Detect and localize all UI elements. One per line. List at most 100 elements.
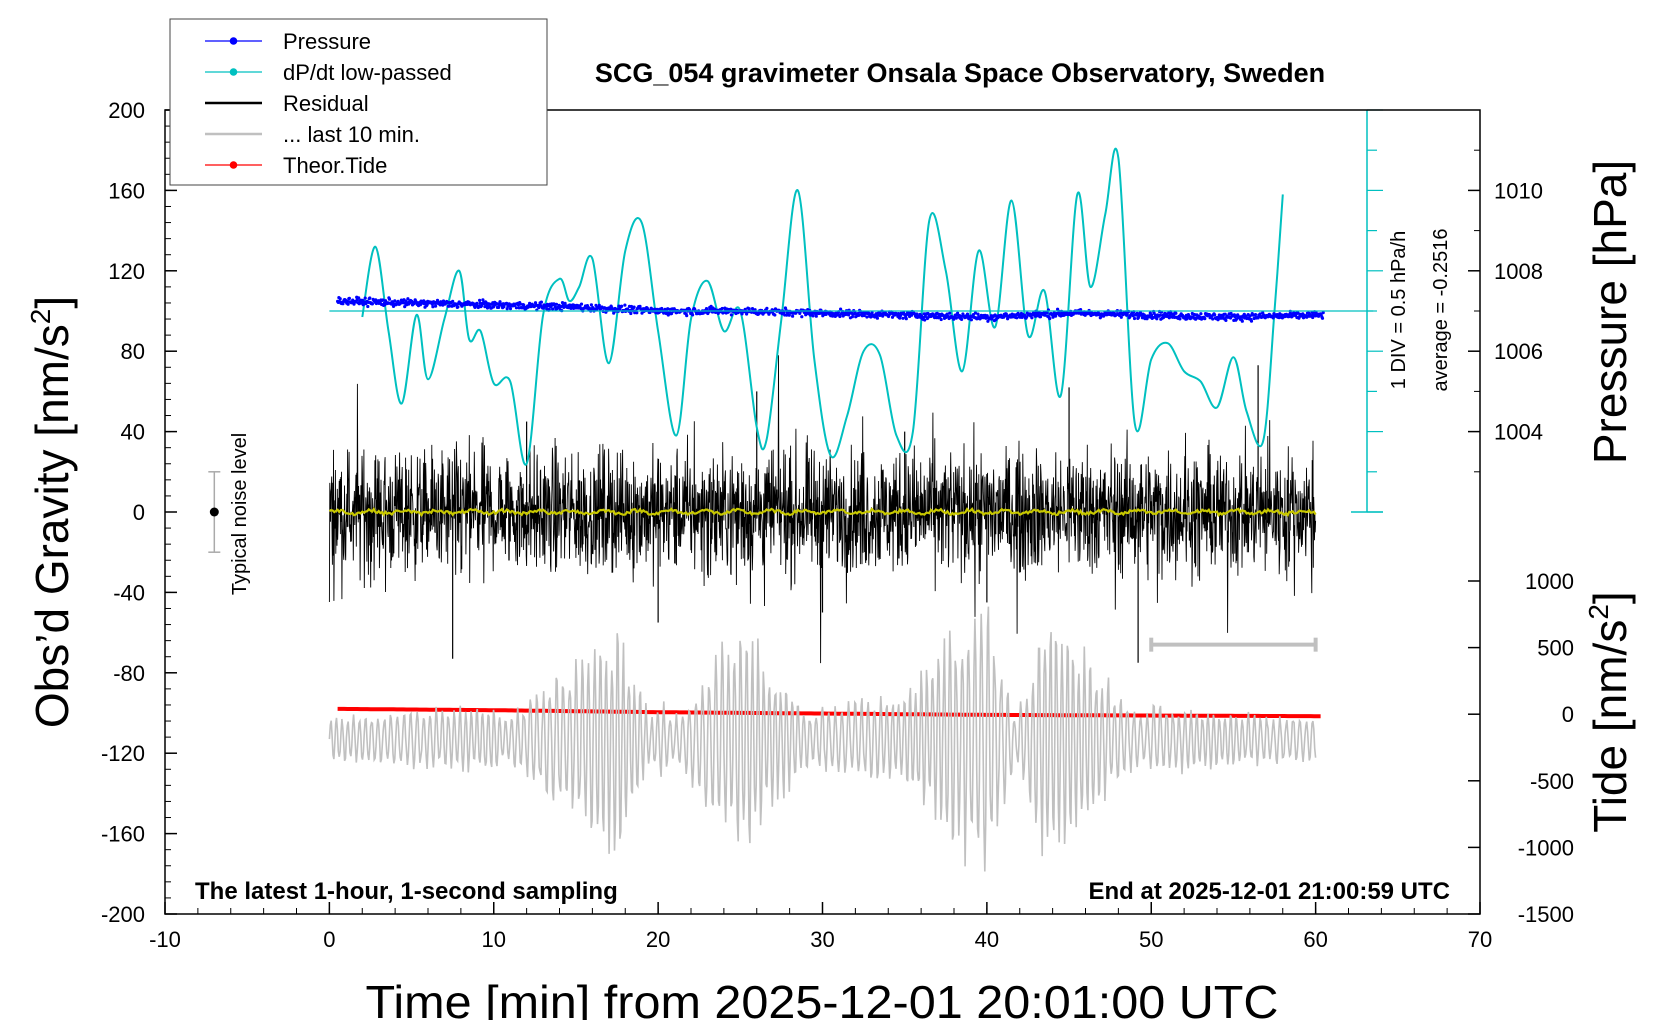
pressure-point xyxy=(1258,312,1262,316)
pressure-point xyxy=(638,304,642,308)
y-axis-label-tide-sup: 2 xyxy=(1583,604,1614,620)
pressure-point xyxy=(632,305,636,309)
pressure-point xyxy=(901,316,905,320)
pressure-point xyxy=(1178,317,1182,321)
pressure-point xyxy=(1015,316,1019,320)
dpdt-layer xyxy=(361,147,1284,466)
axis-ticks: -10 0 10 20 30 40 50 60 70 200 160 120 80 40 0 -40 -80 -1… xyxy=(101,98,1574,952)
x-tick-label: 30 xyxy=(810,927,834,952)
pressure-point xyxy=(370,302,374,306)
pressure-point xyxy=(691,313,695,317)
pressure-point xyxy=(381,298,385,302)
y-axis-label-tide-close: ] xyxy=(1584,591,1636,604)
pressure-point xyxy=(890,315,895,319)
pressure-point xyxy=(965,312,970,316)
pressure-point xyxy=(518,302,523,306)
y-tick-label: 120 xyxy=(108,259,145,284)
pressure-point xyxy=(1150,313,1154,317)
pressure-point xyxy=(1249,319,1254,323)
pressure-point xyxy=(589,303,594,307)
note-left: The latest 1-hour, 1-second sampling xyxy=(195,878,618,905)
pressure-point xyxy=(1287,314,1291,319)
pressure-point xyxy=(551,307,555,311)
pressure-tick-label: 1004 xyxy=(1494,420,1543,445)
residual-layer xyxy=(328,355,1317,664)
legend-marker xyxy=(229,37,238,45)
pressure-point xyxy=(1030,316,1034,320)
pressure-point xyxy=(923,314,928,318)
pressure-point xyxy=(1224,318,1228,322)
pressure-point xyxy=(1132,316,1137,321)
pressure-point xyxy=(896,312,901,316)
pressure-point xyxy=(839,307,843,311)
pressure-point xyxy=(393,299,397,303)
pressure-point xyxy=(345,299,350,303)
y-axis-label-left-main: Obs’d Gravity [nm/s xyxy=(26,324,78,728)
x-tick-label: 70 xyxy=(1468,927,1492,952)
pressure-tick-label: 1006 xyxy=(1494,339,1543,364)
pressure-point xyxy=(814,314,818,318)
pressure-point xyxy=(857,313,861,317)
pressure-point xyxy=(514,306,519,310)
tide-tick-label: -1000 xyxy=(1518,835,1574,860)
dpdt-average-annotation: average = -0.2516 xyxy=(1430,229,1452,392)
pressure-point xyxy=(1248,314,1252,318)
legend-marker xyxy=(229,68,238,76)
pressure-point xyxy=(620,304,624,308)
pressure-point xyxy=(1321,311,1325,315)
pressure-point xyxy=(1158,313,1162,317)
pressure-point xyxy=(1048,317,1052,321)
pressure-point xyxy=(1125,313,1129,317)
x-tick-label: 20 xyxy=(646,927,670,952)
x-tick-label: -10 xyxy=(149,927,181,952)
legend-label: Pressure xyxy=(283,29,371,54)
pressure-point xyxy=(976,312,980,316)
smoothed-residual-layer xyxy=(328,506,1317,518)
pressure-point xyxy=(579,302,584,306)
annotation-marks-layer xyxy=(208,109,1383,553)
pressure-point xyxy=(1119,315,1123,319)
y-axis-label-tide-main: Tide [nm/s xyxy=(1584,620,1636,833)
pressure-point xyxy=(1203,317,1207,321)
pressure-point xyxy=(948,311,952,315)
pressure-point xyxy=(560,301,565,305)
pressure-point xyxy=(387,297,392,301)
x-tick-label: 10 xyxy=(482,927,506,952)
y-tick-label: 80 xyxy=(121,339,145,364)
pressure-point xyxy=(904,317,908,321)
pressure-point xyxy=(508,307,513,311)
pressure-point xyxy=(720,306,724,311)
pressure-point xyxy=(648,310,652,315)
pressure-point xyxy=(346,302,350,306)
pressure-point xyxy=(875,316,880,320)
pressure-point xyxy=(666,307,670,311)
pressure-point xyxy=(800,315,804,319)
pressure-point xyxy=(554,302,559,306)
pressure-point xyxy=(475,301,479,305)
legend-label: Residual xyxy=(283,91,369,116)
pressure-point xyxy=(451,299,455,303)
pressure-point xyxy=(629,311,633,316)
legend-marker xyxy=(229,161,238,169)
pressure-point xyxy=(765,306,769,310)
pressure-point xyxy=(1253,313,1258,317)
y-tick-label: -160 xyxy=(101,822,145,847)
x-axis-label: Time [min] from 2025-12-01 20:01:00 UTC xyxy=(366,976,1279,1020)
legend-label: dP/dt low-passed xyxy=(283,60,452,85)
pressure-tick-label: 1010 xyxy=(1494,178,1543,203)
y-tick-label: 40 xyxy=(121,420,145,445)
pressure-point xyxy=(939,317,943,322)
last-10-min-line xyxy=(328,606,1317,872)
pressure-point xyxy=(969,318,974,322)
pressure-tick-label: 1008 xyxy=(1494,259,1543,284)
pressure-point xyxy=(973,311,978,315)
legend: Pressure dP/dt low-passed Residual ... last… xyxy=(169,18,548,186)
pressure-point xyxy=(685,314,689,318)
y-tick-label: 160 xyxy=(108,178,145,203)
y-axis-label-left-close: ] xyxy=(26,296,78,309)
tide-tick-label: -1500 xyxy=(1518,902,1574,927)
y-axis-label-left-sup: 2 xyxy=(25,309,56,325)
pressure-point xyxy=(1213,313,1217,317)
pressure-point xyxy=(960,317,964,321)
